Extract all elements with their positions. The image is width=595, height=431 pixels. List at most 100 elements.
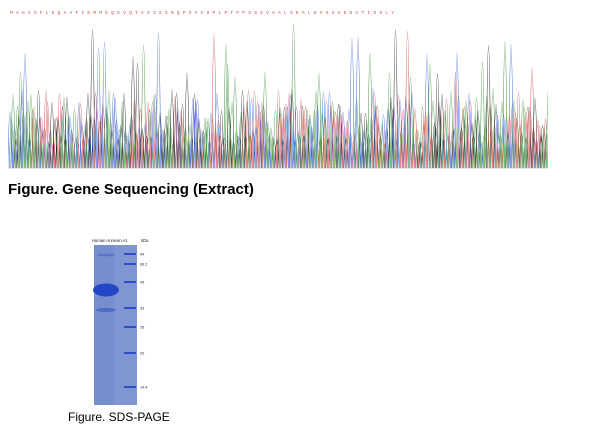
- trace-peak: [106, 90, 112, 169]
- trace-peak: [52, 118, 58, 169]
- trace-peak: [294, 106, 299, 169]
- trace-peak: [249, 98, 254, 169]
- trace-peak: [162, 130, 167, 169]
- marker-band: [124, 326, 136, 328]
- trace-peak: [504, 116, 509, 169]
- trace-peak: [487, 103, 493, 169]
- trace-peak: [10, 94, 16, 169]
- trace-peak: [378, 137, 383, 169]
- trace-peak: [538, 135, 544, 169]
- sequence-letters: MAHVSFLEQAVFIEMMEQEVQTVSSSSNQPGAVSPLPTFP…: [10, 10, 397, 16]
- trace-peak: [463, 100, 469, 169]
- trace-peak: [196, 118, 202, 169]
- sds-page-caption: Figure. SDS-PAGE: [68, 410, 170, 424]
- marker-band: [124, 253, 136, 255]
- trace-peak: [195, 99, 200, 169]
- trace-peak: [456, 95, 461, 169]
- trace-peak: [39, 117, 44, 169]
- trace-peak: [339, 114, 344, 169]
- trace-peak: [108, 121, 113, 169]
- trace-peak: [457, 134, 463, 169]
- trace-peak: [78, 103, 83, 169]
- trace-peak: [9, 118, 14, 169]
- trace-peak: [348, 133, 353, 169]
- marker-band: [124, 307, 136, 309]
- marker-band: [124, 352, 136, 354]
- trace-peak: [184, 72, 190, 169]
- trace-peak: [54, 117, 59, 169]
- trace-peak: [177, 122, 182, 169]
- trace-peak: [229, 101, 235, 169]
- trace-peak: [151, 95, 157, 169]
- trace-peak: [472, 116, 478, 169]
- trace-peak: [219, 110, 224, 169]
- trace-peak: [295, 131, 301, 169]
- trace-peak: [145, 101, 151, 169]
- trace-peak: [444, 98, 449, 169]
- trace-peak: [481, 134, 487, 169]
- trace-peak: [283, 103, 289, 169]
- trace-peak: [85, 93, 91, 169]
- trace-peak: [124, 135, 130, 169]
- trace-peak: [265, 122, 271, 169]
- trace-peak: [421, 122, 427, 169]
- marker-band: [124, 386, 136, 388]
- trace-peak: [130, 56, 136, 169]
- trace-peaks: [8, 23, 548, 169]
- trace-peak: [132, 98, 137, 169]
- trace-peak: [181, 136, 187, 169]
- trace-peak: [163, 115, 169, 169]
- trace-peak: [244, 101, 250, 169]
- trace-peak: [393, 29, 398, 169]
- trace-peak: [22, 53, 28, 169]
- marker-label: 33: [140, 307, 144, 311]
- sequencing-chromatogram: MAHVSFLEQAVFIEMMEQEVQTVSSSSNQPGAVSPLPTFP…: [8, 2, 548, 169]
- trace-peak: [493, 104, 499, 169]
- trace-peak: [220, 137, 226, 169]
- marker-band: [124, 263, 136, 265]
- trace-peak: [157, 113, 163, 169]
- trace-peak: [201, 131, 206, 169]
- trace-peak: [96, 47, 101, 169]
- trace-peak: [298, 98, 304, 169]
- trace-peak: [450, 131, 455, 169]
- trace-peak: [445, 134, 451, 169]
- trace-peak: [33, 117, 38, 169]
- trace-peak: [477, 132, 482, 169]
- trace-peak: [159, 134, 164, 169]
- trace-peak: [267, 133, 272, 169]
- trace-peak: [216, 119, 221, 169]
- trace-peak: [516, 92, 521, 169]
- sds-page-gel: Human Annexin A1 kDa 94 66.2 45 33 26 20 14.4: [92, 238, 149, 405]
- trace-peak: [454, 52, 460, 169]
- trace-peak: [366, 134, 371, 169]
- trace-peak: [97, 121, 103, 169]
- trace-peak: [546, 90, 548, 169]
- sequencing-caption: Figure. Gene Sequencing (Extract): [8, 181, 254, 198]
- trace-peak: [36, 90, 41, 169]
- trace-peak: [114, 119, 119, 169]
- trace-peak: [256, 104, 262, 169]
- trace-peak: [337, 104, 343, 169]
- protein-band: [93, 283, 119, 297]
- trace-peak: [99, 115, 104, 169]
- trace-peak: [205, 117, 211, 169]
- trace-peak: [436, 101, 442, 169]
- trace-peak: [496, 132, 502, 169]
- trace-peak: [102, 41, 107, 169]
- trace-peak: [406, 98, 412, 169]
- trace-peak: [291, 23, 296, 169]
- trace-peak: [364, 122, 370, 169]
- trace-peak: [235, 136, 241, 169]
- lane-label: Human Annexin A1: [92, 238, 128, 243]
- trace-peak: [270, 136, 275, 169]
- marker-label: 14.4: [140, 386, 147, 390]
- trace-peak: [112, 97, 118, 169]
- marker-label: 94: [140, 253, 144, 257]
- trace-peak: [499, 100, 505, 169]
- trace-peak: [133, 131, 139, 169]
- trace-peak: [324, 100, 329, 169]
- trace-peak: [222, 137, 227, 169]
- trace-peak: [232, 76, 238, 169]
- trace-peak: [469, 122, 475, 169]
